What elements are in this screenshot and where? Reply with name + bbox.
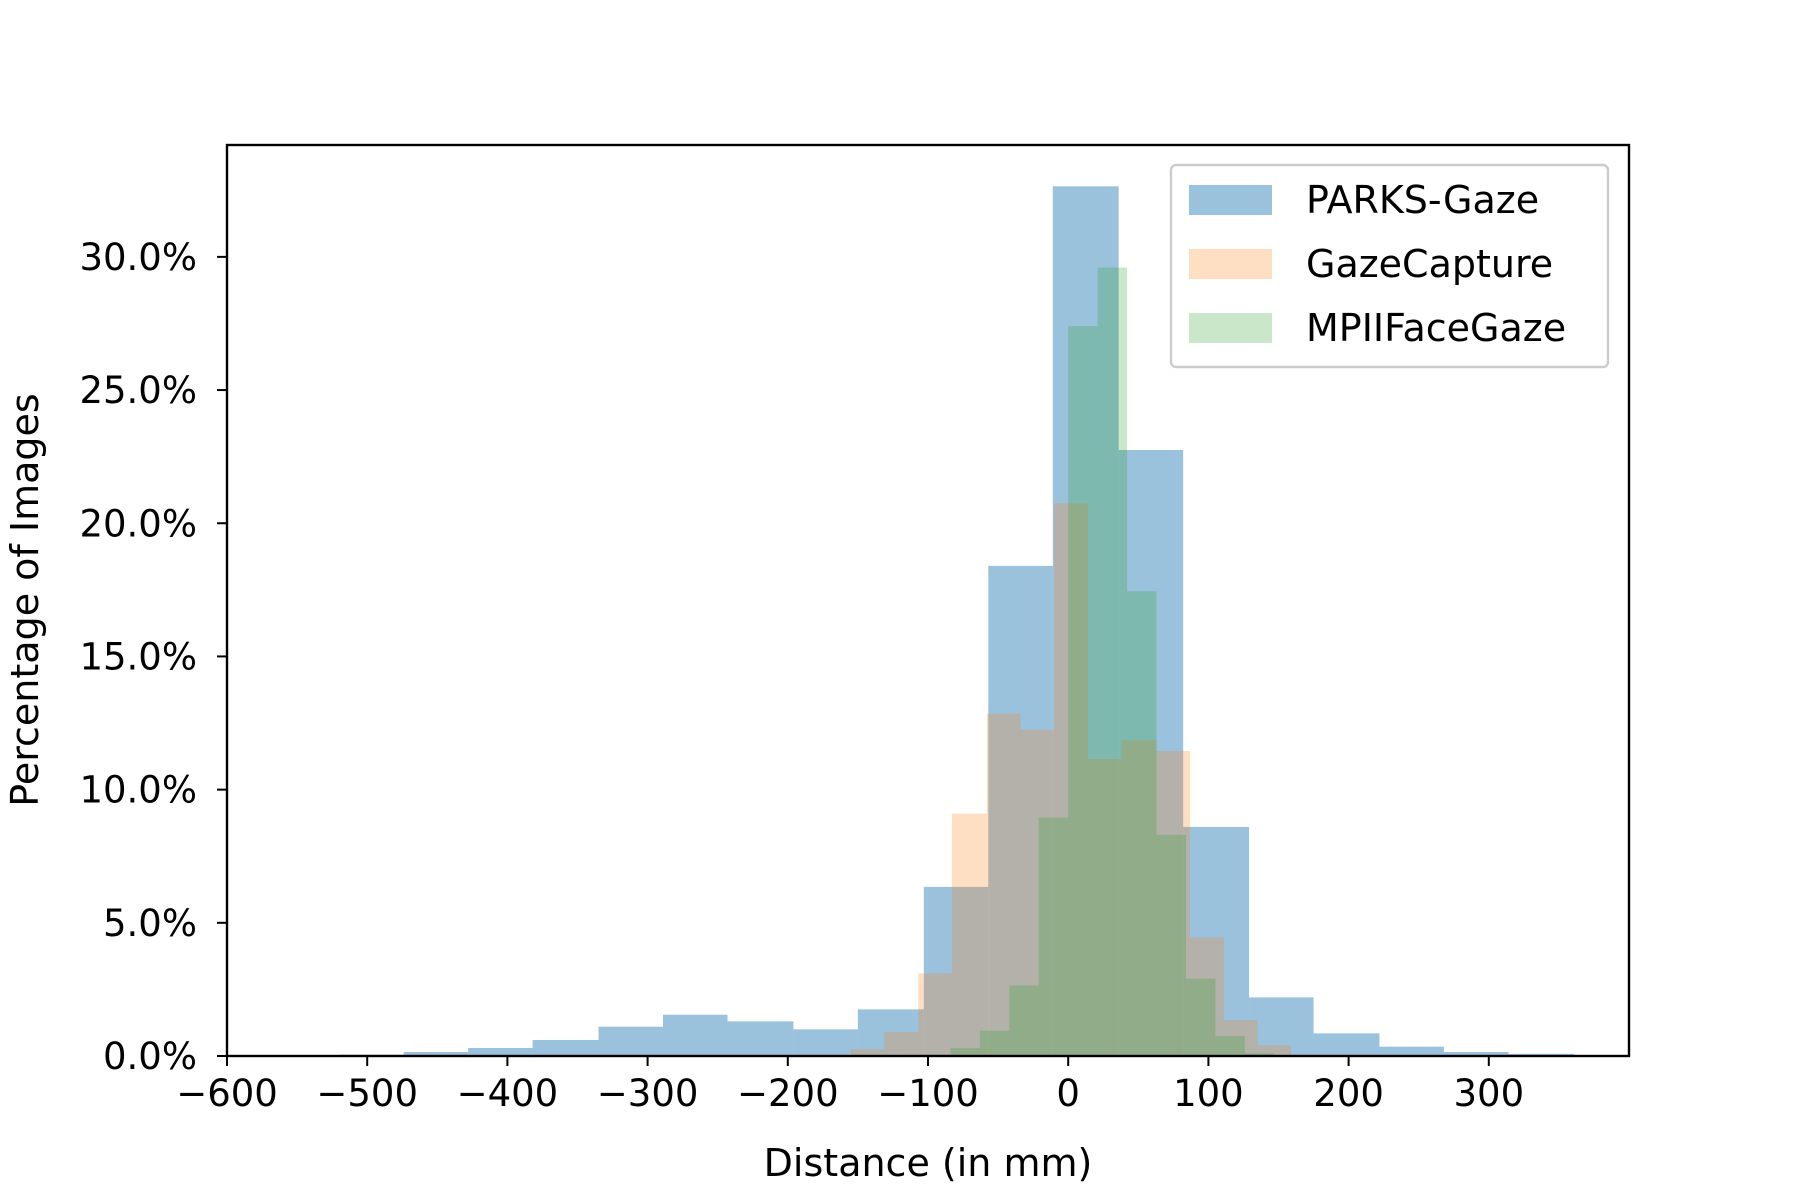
bar-gazecapture-2 bbox=[918, 973, 952, 1056]
legend-frame bbox=[1169, 163, 1610, 369]
legend-item-parks-gaze: PARKS-Gaze bbox=[1189, 178, 1539, 222]
legend-label: GazeCapture bbox=[1306, 242, 1553, 286]
x-tick-label: −300 bbox=[597, 1072, 699, 1115]
bar-parks-gaze-13 bbox=[1183, 826, 1250, 1056]
y-tick-label: 10.0% bbox=[79, 769, 197, 812]
bar-gazecapture-6 bbox=[1054, 503, 1088, 1056]
bar-parks-gaze-11 bbox=[1052, 186, 1119, 1056]
x-tick-label: 100 bbox=[1173, 1072, 1244, 1115]
bar-gazecapture-4 bbox=[986, 713, 1021, 1056]
bar-mpiifacegaze-8 bbox=[1156, 834, 1186, 1056]
y-tick-label: 0.0% bbox=[103, 1035, 197, 1078]
bar-mpiifacegaze-10 bbox=[1215, 1036, 1245, 1056]
legend-swatch bbox=[1189, 185, 1272, 215]
bar-gazecapture-11 bbox=[1223, 1020, 1258, 1056]
bar-parks-gaze-8 bbox=[857, 1009, 924, 1056]
bar-mpiifacegaze-9 bbox=[1185, 978, 1216, 1056]
y-axis-label: Percentage of Images bbox=[3, 393, 47, 806]
bar-parks-gaze-7 bbox=[793, 1029, 858, 1056]
legend-label: MPIIFaceGaze bbox=[1306, 306, 1566, 350]
bar-mpiifacegaze-3 bbox=[1009, 985, 1039, 1056]
x-axis-label: Distance (in mm) bbox=[764, 1141, 1093, 1185]
bar-mpiifacegaze-6 bbox=[1097, 267, 1128, 1056]
x-tick-label: −500 bbox=[316, 1072, 418, 1115]
bar-mpiifacegaze-1 bbox=[950, 1048, 980, 1056]
bar-parks-gaze-10 bbox=[988, 565, 1053, 1056]
bar-gazecapture-7 bbox=[1087, 758, 1122, 1056]
legend-swatch bbox=[1189, 249, 1272, 279]
bar-parks-gaze-15 bbox=[1313, 1033, 1380, 1056]
bar-mpiifacegaze-7 bbox=[1127, 591, 1157, 1056]
series-mpiifacegaze bbox=[920, 267, 1275, 1056]
y-tick-label: 15.0% bbox=[79, 635, 197, 678]
bar-gazecapture-5 bbox=[1020, 729, 1055, 1056]
x-axis: −600 −500 −400 −300 −200 −100 0 100 200 300 bbox=[176, 1056, 1524, 1115]
bar-parks-gaze-3 bbox=[532, 1040, 599, 1056]
y-tick-label: 25.0% bbox=[79, 369, 197, 412]
bar-gazecapture-1 bbox=[884, 1032, 919, 1056]
bar-gazecapture-12 bbox=[1257, 1045, 1292, 1056]
bar-gazecapture-9 bbox=[1156, 751, 1191, 1056]
x-tick-label: 0 bbox=[1056, 1072, 1080, 1115]
x-tick-label: −400 bbox=[457, 1072, 559, 1115]
bar-mpiifacegaze-4 bbox=[1038, 817, 1069, 1056]
bar-parks-gaze-4 bbox=[598, 1026, 664, 1056]
legend: PARKS-Gaze GazeCapture MPIIFaceGaze bbox=[1169, 163, 1610, 369]
bar-parks-gaze-14 bbox=[1249, 997, 1314, 1056]
bar-mpiifacegaze-2 bbox=[979, 1030, 1010, 1056]
histogram-bars bbox=[339, 186, 1575, 1056]
x-tick-label: −100 bbox=[877, 1072, 979, 1115]
bar-parks-gaze-16 bbox=[1379, 1046, 1444, 1056]
bar-parks-gaze-9 bbox=[923, 886, 989, 1056]
x-tick-label: 200 bbox=[1313, 1072, 1384, 1115]
legend-swatch bbox=[1189, 313, 1272, 343]
bar-mpiifacegaze-11 bbox=[1244, 1053, 1275, 1056]
y-tick-label: 30.0% bbox=[79, 236, 197, 279]
bar-mpiifacegaze-5 bbox=[1068, 326, 1098, 1056]
x-tick-label: −600 bbox=[176, 1072, 278, 1115]
y-axis: 0.0% 5.0% 10.0% 15.0% 20.0% 25.0% 30.0% bbox=[79, 236, 227, 1078]
x-tick-label: −200 bbox=[737, 1072, 839, 1115]
bar-parks-gaze-5 bbox=[663, 1014, 728, 1056]
legend-item-gazecapture: GazeCapture bbox=[1189, 242, 1553, 286]
series-gazecapture bbox=[850, 503, 1292, 1056]
legend-label: PARKS-Gaze bbox=[1306, 178, 1539, 222]
x-tick-label: 300 bbox=[1453, 1072, 1524, 1115]
bar-parks-gaze-1 bbox=[403, 1052, 469, 1056]
bar-gazecapture-3 bbox=[951, 813, 987, 1056]
bar-gazecapture-0 bbox=[850, 1049, 885, 1056]
bar-parks-gaze-12 bbox=[1118, 449, 1184, 1056]
legend-item-mpiifacegaze: MPIIFaceGaze bbox=[1189, 306, 1566, 350]
y-tick-label: 20.0% bbox=[79, 502, 197, 545]
bar-parks-gaze-2 bbox=[468, 1048, 533, 1056]
bar-parks-gaze-6 bbox=[727, 1021, 794, 1056]
y-tick-label: 5.0% bbox=[103, 902, 197, 945]
bar-gazecapture-8 bbox=[1121, 740, 1157, 1056]
series-parks-gaze bbox=[339, 186, 1575, 1056]
bar-parks-gaze-17 bbox=[1443, 1052, 1509, 1056]
bar-gazecapture-10 bbox=[1190, 937, 1224, 1056]
